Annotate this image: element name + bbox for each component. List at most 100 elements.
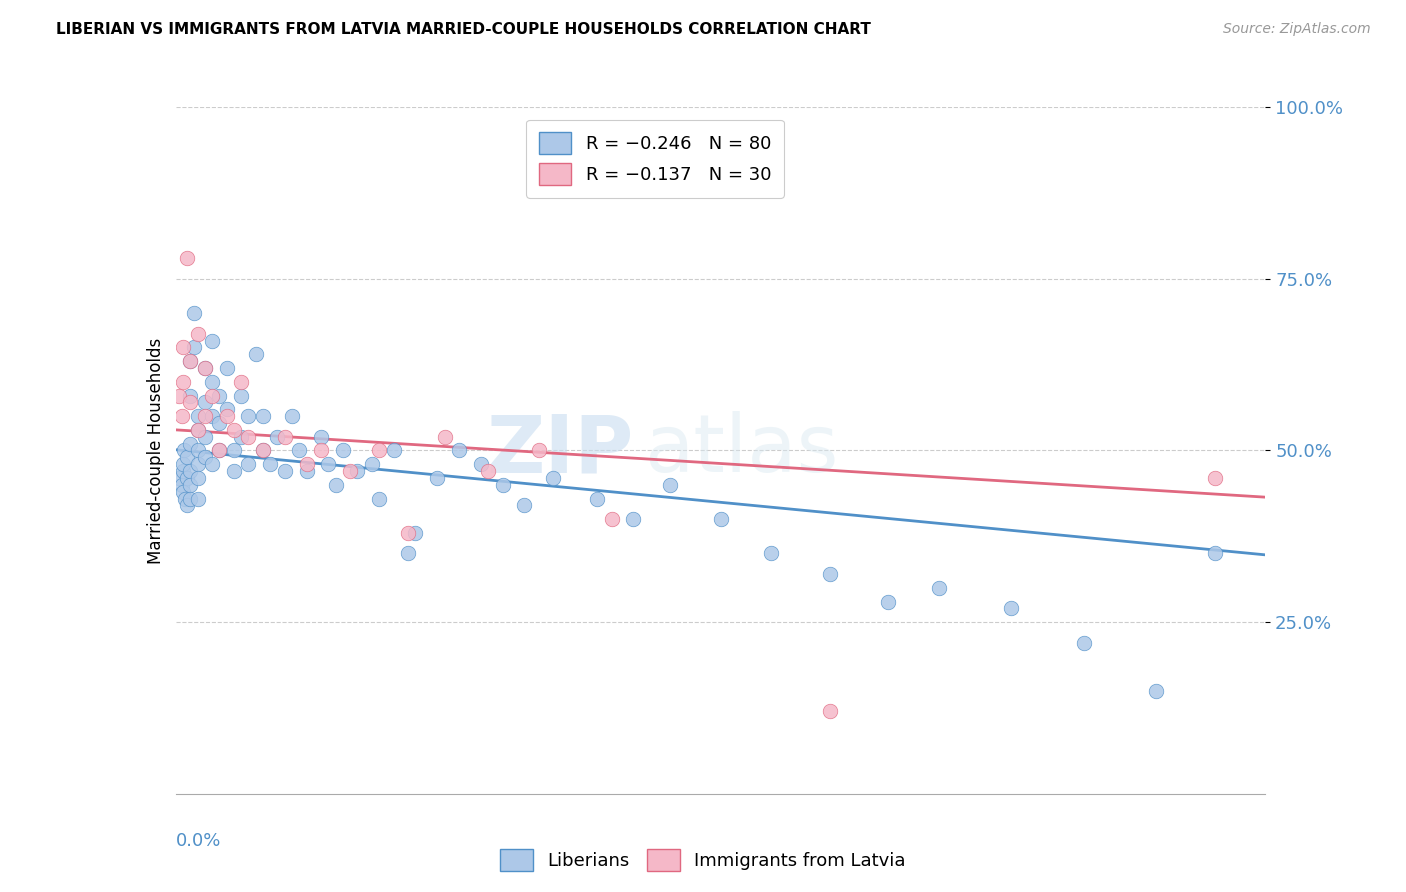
Point [309,430,332,444]
Text: atlas: atlas [644,411,838,490]
Point [172,340,194,354]
Point [186,423,209,437]
Point [1204,546,1226,561]
Point [172,375,194,389]
Point [586,491,609,506]
Legend: Liberians, Immigrants from Latvia: Liberians, Immigrants from Latvia [494,842,912,879]
Text: ZIP: ZIP [486,411,633,490]
Point [621,512,644,526]
Point [252,443,274,458]
Point [433,430,456,444]
Point [281,409,304,423]
Point [179,388,201,402]
Point [876,594,898,608]
Point [1146,683,1168,698]
Point [186,471,209,485]
Point [170,478,193,492]
Point [179,354,201,368]
Point [169,388,191,402]
Point [183,340,205,354]
Point [201,375,224,389]
Point [176,450,198,465]
Point [179,491,201,506]
Point [238,430,260,444]
Point [513,499,536,513]
Point [179,395,201,409]
Point [201,388,224,402]
Point [231,430,253,444]
Point [274,464,297,478]
Point [447,443,470,458]
Point [309,443,332,458]
Point [818,705,841,719]
Point [492,478,515,492]
Point [201,334,224,348]
Point [405,525,427,540]
Point [339,464,361,478]
Point [527,443,550,458]
Point [222,423,245,437]
Point [176,251,198,265]
Point [170,409,193,423]
Point [231,388,253,402]
Point [176,499,198,513]
Point [208,416,231,430]
Point [215,361,238,376]
Point [818,567,841,582]
Point [245,347,267,361]
Point [172,484,194,499]
Point [259,457,281,471]
Point [179,436,201,450]
Point [368,443,391,458]
Point [288,443,311,458]
Point [208,443,231,458]
Point [194,430,217,444]
Point [332,443,354,458]
Legend: R = −0.246   N = 80, R = −0.137   N = 30: R = −0.246 N = 80, R = −0.137 N = 30 [526,120,785,198]
Point [928,581,950,595]
Point [194,395,217,409]
Point [295,457,318,471]
Point [274,430,297,444]
Point [382,443,405,458]
Text: 0.0%: 0.0% [176,831,221,850]
Point [238,409,260,423]
Point [1000,601,1022,615]
Point [238,457,260,471]
Point [208,388,231,402]
Point [1204,471,1226,485]
Point [543,471,565,485]
Point [179,354,201,368]
Point [231,375,253,389]
Point [368,491,391,506]
Point [194,409,217,423]
Point [179,464,201,478]
Point [173,443,195,458]
Point [477,464,499,478]
Point [176,471,198,485]
Point [252,409,274,423]
Point [360,457,382,471]
Point [194,361,217,376]
Point [172,464,194,478]
Point [318,457,340,471]
Point [172,457,194,471]
Point [426,471,449,485]
Point [222,464,245,478]
Point [174,491,197,506]
Point [295,464,318,478]
Point [222,443,245,458]
Point [208,443,231,458]
Point [194,450,217,465]
Point [186,491,209,506]
Point [396,525,419,540]
Point [179,478,201,492]
Point [710,512,733,526]
Point [396,546,419,561]
Point [1073,636,1095,650]
Point [266,430,288,444]
Text: Source: ZipAtlas.com: Source: ZipAtlas.com [1223,22,1371,37]
Point [186,457,209,471]
Text: LIBERIAN VS IMMIGRANTS FROM LATVIA MARRIED-COUPLE HOUSEHOLDS CORRELATION CHART: LIBERIAN VS IMMIGRANTS FROM LATVIA MARRI… [56,22,872,37]
Point [215,402,238,417]
